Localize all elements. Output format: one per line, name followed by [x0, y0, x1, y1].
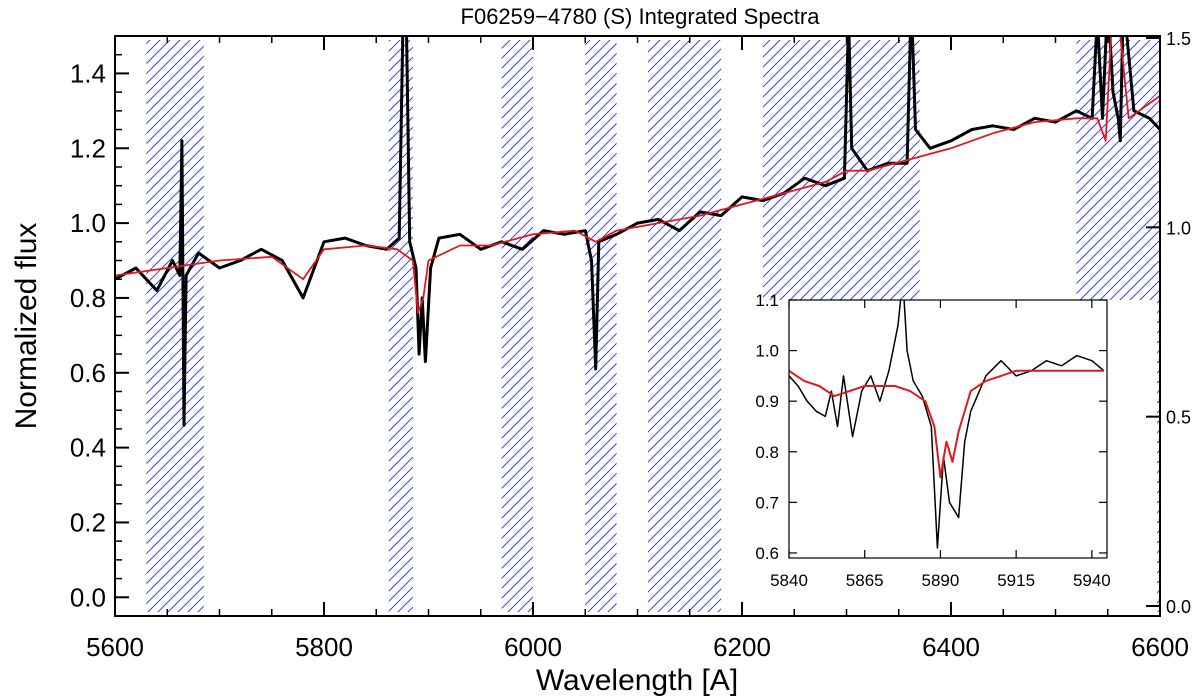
- right-y-tick-label: 1.0: [1166, 218, 1191, 238]
- inset-y-tick-label: 0.9: [755, 392, 779, 411]
- inset-y-tick-label: 1.0: [755, 342, 779, 361]
- inset-x-tick-label: 5840: [770, 571, 808, 590]
- inset-observed-line: [789, 300, 1105, 549]
- inset-background: [737, 300, 1157, 614]
- chart-title: F06259−4780 (S) Integrated Spectra: [461, 4, 821, 29]
- x-axis-label: Wavelength [A]: [536, 664, 738, 697]
- inset-x-tick-label: 5890: [922, 571, 960, 590]
- inset-y-tick-label: 0.8: [755, 443, 779, 462]
- inset-x-tick-label: 5865: [846, 571, 884, 590]
- y-axis-label: Normalized flux: [10, 223, 43, 430]
- y-tick-label: 1.4: [70, 58, 106, 88]
- y-tick-label: 0.8: [70, 283, 106, 313]
- x-tick-label: 5800: [295, 632, 353, 662]
- x-tick-label: 5600: [86, 632, 144, 662]
- x-tick-label: 6200: [713, 632, 771, 662]
- model-spectrum-line: [115, 36, 1160, 314]
- y-tick-label: 0.0: [70, 582, 106, 612]
- inset-x-tick-label: 5915: [997, 571, 1035, 590]
- masked-region: [501, 40, 533, 612]
- right-y-tick-label: 0.5: [1166, 408, 1191, 428]
- right-y-tick-label: 0.0: [1166, 597, 1191, 617]
- y-tick-label: 1.0: [70, 208, 106, 238]
- y-tick-label: 1.2: [70, 133, 106, 163]
- inset-y-tick-label: 1.1: [755, 291, 779, 310]
- inset-plot: 5840 5865 5890 5915 5940 0.6 0.7 0.8 0.9 1.0 1.1: [755, 291, 1110, 590]
- right-y-tick-label: 1.5: [1166, 29, 1191, 49]
- inset-frame: [788, 299, 1108, 559]
- axes: 5600 5800 6000 6200 6400 6600 0.0 0.2 0.4 0.6 0.8 1…: [70, 29, 1191, 662]
- inset-y-tick-label: 0.6: [755, 544, 779, 563]
- x-tick-label: 6400: [922, 632, 980, 662]
- inset-x-tick-label: 5940: [1073, 571, 1111, 590]
- y-tick-label: 0.4: [70, 433, 106, 463]
- masked-region: [146, 40, 204, 612]
- inset-y-tick-label: 0.7: [755, 493, 779, 512]
- masked-region: [647, 40, 722, 612]
- x-tick-label: 6000: [504, 632, 562, 662]
- masked-region: [585, 40, 617, 612]
- x-tick-label: 6600: [1131, 632, 1189, 662]
- y-tick-label: 0.6: [70, 358, 106, 388]
- inset-model-line: [789, 369, 1104, 479]
- y-tick-label: 0.2: [70, 507, 106, 537]
- observed-spectrum-line: [115, 36, 1160, 427]
